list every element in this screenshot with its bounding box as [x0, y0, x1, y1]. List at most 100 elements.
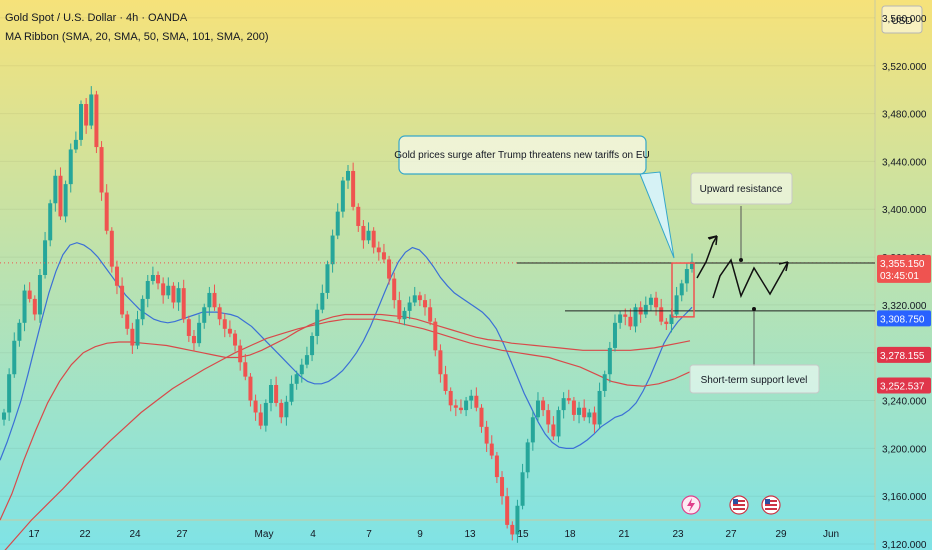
- x-tick-label: 17: [28, 529, 40, 540]
- ma-slow-line: [0, 313, 691, 521]
- candle-body: [94, 94, 99, 148]
- candle-body: [140, 298, 145, 320]
- candle-body: [7, 374, 12, 413]
- event-markers: [681, 495, 781, 515]
- candle-body: [561, 398, 566, 411]
- candle-body: [474, 395, 479, 408]
- x-tick-label: 27: [725, 529, 737, 540]
- x-tick-label: 15: [517, 529, 529, 540]
- currency-button[interactable]: [881, 5, 923, 34]
- price-tag: [877, 254, 931, 283]
- candle-body: [191, 335, 196, 344]
- candle-body: [381, 252, 386, 260]
- support-anchor: [752, 307, 756, 311]
- flag-stripe: [765, 508, 777, 510]
- candle-body: [684, 269, 689, 284]
- candle-body: [181, 288, 186, 320]
- projection-zigzag[interactable]: [712, 258, 789, 299]
- candle-body: [335, 211, 340, 236]
- candle-body: [104, 192, 109, 231]
- candle-body: [202, 307, 207, 323]
- price-tag-value: 3,308.750: [880, 314, 925, 325]
- candle-body: [669, 314, 674, 325]
- y-tick-label: 3,560.000: [882, 14, 927, 25]
- candle-body: [315, 309, 320, 336]
- candle-body: [258, 412, 263, 426]
- candle-body: [43, 240, 48, 275]
- candle-body: [648, 297, 653, 305]
- price-tag-countdown: 03:45:01: [880, 271, 919, 282]
- candle-body: [37, 275, 42, 315]
- candle-body: [602, 374, 607, 391]
- candle-body: [243, 362, 248, 377]
- candle-body: [48, 203, 53, 241]
- candle-body: [304, 355, 309, 365]
- flag-canton: [733, 499, 738, 504]
- candle-body: [135, 319, 140, 346]
- symbol-title[interactable]: Gold Spot / U.S. Dollar · 4h · OANDA: [5, 12, 188, 24]
- candle-body: [423, 300, 428, 308]
- candle-body: [12, 340, 17, 375]
- news-annotation-box[interactable]: [398, 135, 647, 175]
- candle-body: [27, 290, 32, 299]
- candle-body: [22, 290, 27, 323]
- candle-body: [643, 304, 648, 315]
- support-label: Short-term support level: [701, 375, 808, 386]
- candle-body: [397, 300, 402, 320]
- candle-body: [279, 402, 284, 418]
- candle-body: [268, 385, 273, 403]
- candle-body: [233, 333, 238, 346]
- ma-long-line: [4, 318, 691, 550]
- candle-body: [577, 407, 582, 415]
- candle-body: [633, 307, 638, 327]
- candle-body: [58, 175, 63, 217]
- candle-body: [489, 443, 494, 456]
- candle-body: [428, 307, 433, 322]
- candle-body: [371, 230, 376, 248]
- candle-body: [207, 292, 212, 308]
- candle-body: [412, 295, 417, 303]
- candle-body: [125, 314, 130, 329]
- candle-body: [376, 247, 381, 253]
- x-tick-label: May: [255, 529, 274, 540]
- time-axis[interactable]: 17 22 24 27 May 4 7 9 13 15 18 21 23 27 29 Jun: [28, 529, 839, 540]
- candle-body: [443, 374, 448, 391]
- candle-body: [520, 472, 525, 506]
- candle-body: [217, 307, 222, 320]
- candle-body: [458, 407, 463, 411]
- x-tick-label: 4: [310, 529, 316, 540]
- y-tick-label: 3,120.000: [882, 540, 927, 550]
- candle-body: [294, 374, 299, 384]
- candle-body: [150, 275, 155, 281]
- candle-body: [387, 259, 392, 279]
- candle-body: [227, 328, 232, 334]
- candle-body: [402, 310, 407, 320]
- x-tick-label: 7: [366, 529, 372, 540]
- candle-body: [623, 314, 628, 317]
- breakout-box[interactable]: [671, 262, 695, 318]
- projection-up-arrow[interactable]: [696, 235, 718, 279]
- flag-stripe: [765, 504, 777, 506]
- candle-body: [166, 285, 171, 296]
- candle-body: [156, 275, 161, 284]
- candle-body: [510, 524, 515, 535]
- flag-stripe: [765, 500, 777, 502]
- resistance-label-box[interactable]: [690, 172, 793, 205]
- candle-body: [500, 477, 505, 497]
- candle-body: [17, 322, 22, 341]
- candles: [2, 86, 694, 543]
- x-tick-label: 9: [417, 529, 423, 540]
- candle-body: [582, 407, 587, 418]
- candle-body: [186, 319, 191, 336]
- candle-body: [566, 398, 571, 401]
- candle-body: [32, 298, 37, 315]
- candle-body: [99, 147, 104, 193]
- candle-body: [469, 395, 474, 401]
- support-label-box[interactable]: [689, 364, 820, 394]
- indicator-legend[interactable]: MA Ribbon (SMA, 20, SMA, 50, SMA, 101, S…: [5, 31, 269, 43]
- candle-body: [325, 264, 330, 293]
